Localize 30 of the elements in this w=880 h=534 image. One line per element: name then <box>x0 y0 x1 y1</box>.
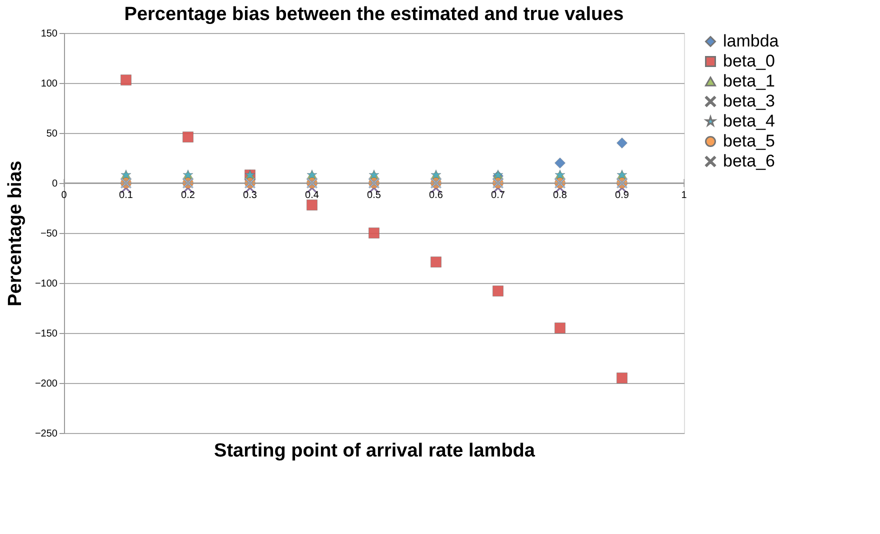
x-tick-label: 0.4 <box>305 190 320 201</box>
y-tick-label: −200 <box>34 378 58 390</box>
x-tick-label: 0 <box>61 190 68 201</box>
legend-label: beta_3 <box>723 92 775 110</box>
legend-label: beta_6 <box>723 152 775 170</box>
x-tick-label: 0.9 <box>615 190 630 201</box>
x-tick-label: 0.5 <box>367 190 382 201</box>
x-axis-title: Starting point of arrival rate lambda <box>214 440 536 462</box>
legend-label: beta_5 <box>723 132 775 150</box>
y-tick-label: 100 <box>40 78 58 90</box>
y-axis-title: Percentage bias <box>4 160 26 306</box>
chart-title: Percentage bias between the estimated and true values <box>124 4 624 25</box>
y-tick-label: 50 <box>46 128 58 140</box>
legend-label: beta_0 <box>723 52 775 70</box>
y-tick-label: −100 <box>34 278 58 290</box>
y-tick-label: −250 <box>34 428 58 440</box>
legend-label: beta_4 <box>723 112 775 130</box>
y-tick-label: −150 <box>34 328 58 340</box>
y-tick-label: 150 <box>40 28 58 40</box>
x-tick-label: 0.1 <box>119 190 134 201</box>
x-tick-label: 0.2 <box>181 190 196 201</box>
x-tick-label: 0.6 <box>429 190 444 201</box>
legend-label: lambda <box>723 32 780 50</box>
x-tick-label: 0.8 <box>553 190 568 201</box>
x-tick-label: 0.3 <box>243 190 258 201</box>
x-tick-label: 1 <box>681 190 688 201</box>
y-tick-label: −50 <box>40 228 58 240</box>
y-tick-label: 0 <box>52 178 58 190</box>
legend-label: beta_1 <box>723 72 775 90</box>
x-tick-label: 0.7 <box>491 190 506 201</box>
